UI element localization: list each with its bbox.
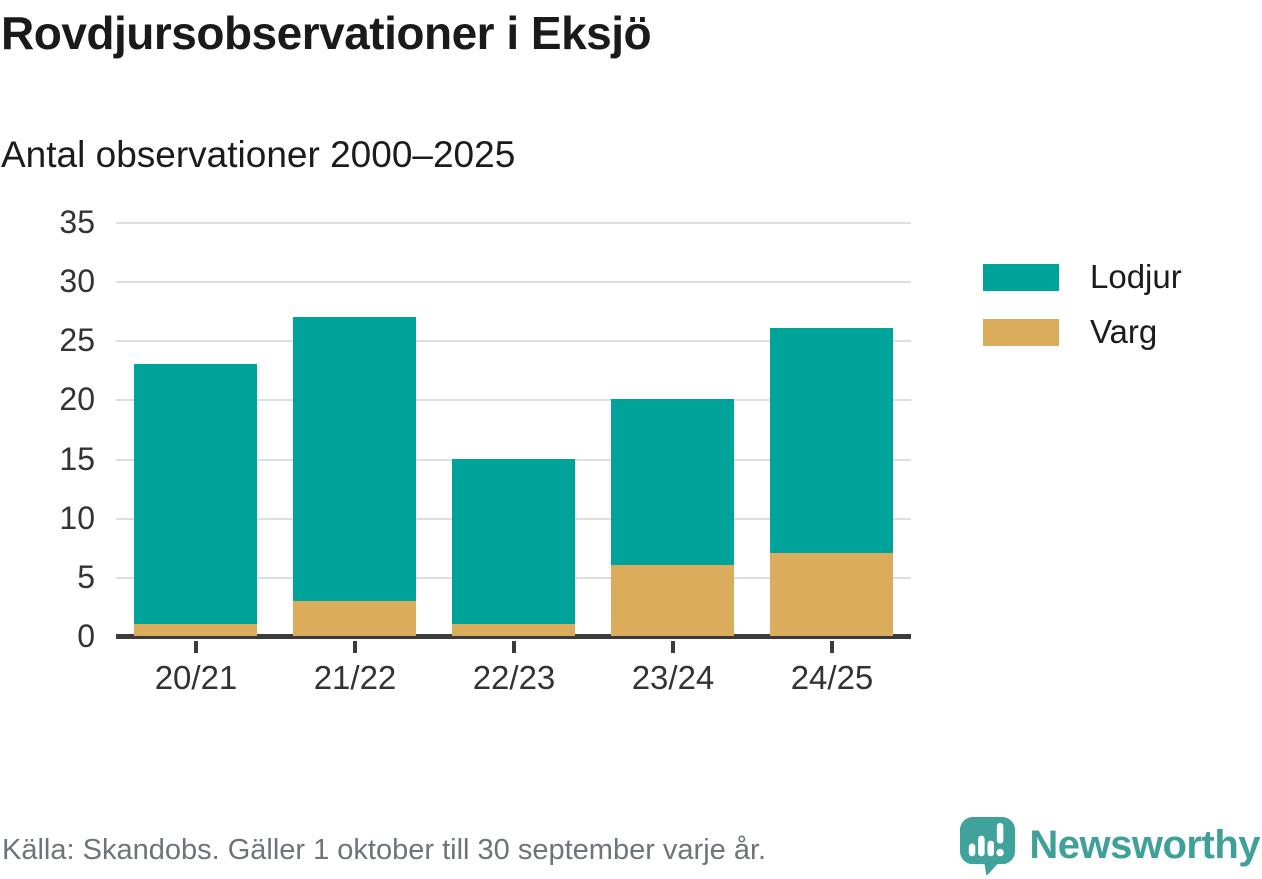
y-tick-label-25: 25 bbox=[59, 322, 95, 358]
x-axis-line bbox=[116, 634, 911, 639]
x-tick-23/24 bbox=[671, 641, 675, 653]
bar-segment-lodjur-23/24 bbox=[611, 399, 734, 565]
x-tick-label-22/23: 22/23 bbox=[472, 659, 556, 696]
gridline-30 bbox=[116, 281, 911, 283]
y-tick-label-30: 30 bbox=[59, 263, 95, 299]
bar-segment-lodjur-22/23 bbox=[452, 459, 575, 624]
y-tick-label-15: 15 bbox=[59, 441, 95, 477]
bar-segment-lodjur-21/22 bbox=[293, 317, 416, 601]
legend-item-lodjur: Lodjur bbox=[983, 258, 1182, 295]
bar-segment-varg-24/25 bbox=[770, 553, 893, 636]
brand-text: Newsworthy bbox=[1029, 822, 1260, 867]
bar-segment-varg-23/24 bbox=[611, 565, 734, 636]
legend-swatch-varg bbox=[983, 318, 1059, 346]
y-tick-label-20: 20 bbox=[59, 381, 95, 417]
x-tick-22/23 bbox=[512, 641, 516, 653]
x-tick-20/21 bbox=[194, 641, 198, 653]
y-tick-label-0: 0 bbox=[77, 618, 95, 654]
y-tick-label-10: 10 bbox=[59, 500, 95, 536]
plot-area: 0 5 10 15 20 25 30 35 20/21 21/22 22/23 23/24 24/25 bbox=[59, 205, 911, 696]
legend-item-varg: Varg bbox=[983, 313, 1182, 350]
bar-segment-varg-22/23 bbox=[452, 624, 575, 636]
newsworthy-chart-speech-bubble-icon bbox=[960, 816, 1016, 875]
newsworthy-brand: Newsworthy bbox=[958, 815, 1260, 875]
x-tick-label-21/22: 21/22 bbox=[313, 659, 397, 696]
x-tick-21/22 bbox=[353, 641, 357, 653]
page-title: Rovdjursobservationer i Eksjö bbox=[1, 7, 652, 59]
y-tick-label-5: 5 bbox=[77, 559, 95, 595]
bar-segment-varg-21/22 bbox=[293, 601, 416, 636]
x-tick-label-23/24: 23/24 bbox=[631, 659, 715, 696]
gridline-35 bbox=[116, 222, 911, 224]
x-tick-24/25 bbox=[830, 641, 834, 653]
legend-label-varg: Varg bbox=[1090, 313, 1158, 350]
bar-segment-varg-20/21 bbox=[134, 624, 257, 636]
y-tick-label-35: 35 bbox=[59, 204, 95, 240]
x-tick-label-20/21: 20/21 bbox=[154, 659, 238, 696]
bar-segment-lodjur-24/25 bbox=[770, 328, 893, 553]
source-text: Källa: Skandobs. Gäller 1 oktober till 3… bbox=[2, 834, 767, 866]
legend-label-lodjur: Lodjur bbox=[1090, 258, 1182, 295]
footer: Källa: Skandobs. Gäller 1 oktober till 3… bbox=[0, 810, 1262, 879]
gridline-25 bbox=[116, 340, 911, 342]
x-tick-label-24/25: 24/25 bbox=[790, 659, 874, 696]
bar-segment-lodjur-20/21 bbox=[134, 364, 257, 624]
chart-subtitle: Antal observationer 2000–2025 bbox=[1, 134, 516, 175]
legend-swatch-lodjur bbox=[983, 263, 1059, 291]
gridline-20 bbox=[116, 399, 911, 401]
legend: Lodjur Varg bbox=[983, 258, 1182, 350]
